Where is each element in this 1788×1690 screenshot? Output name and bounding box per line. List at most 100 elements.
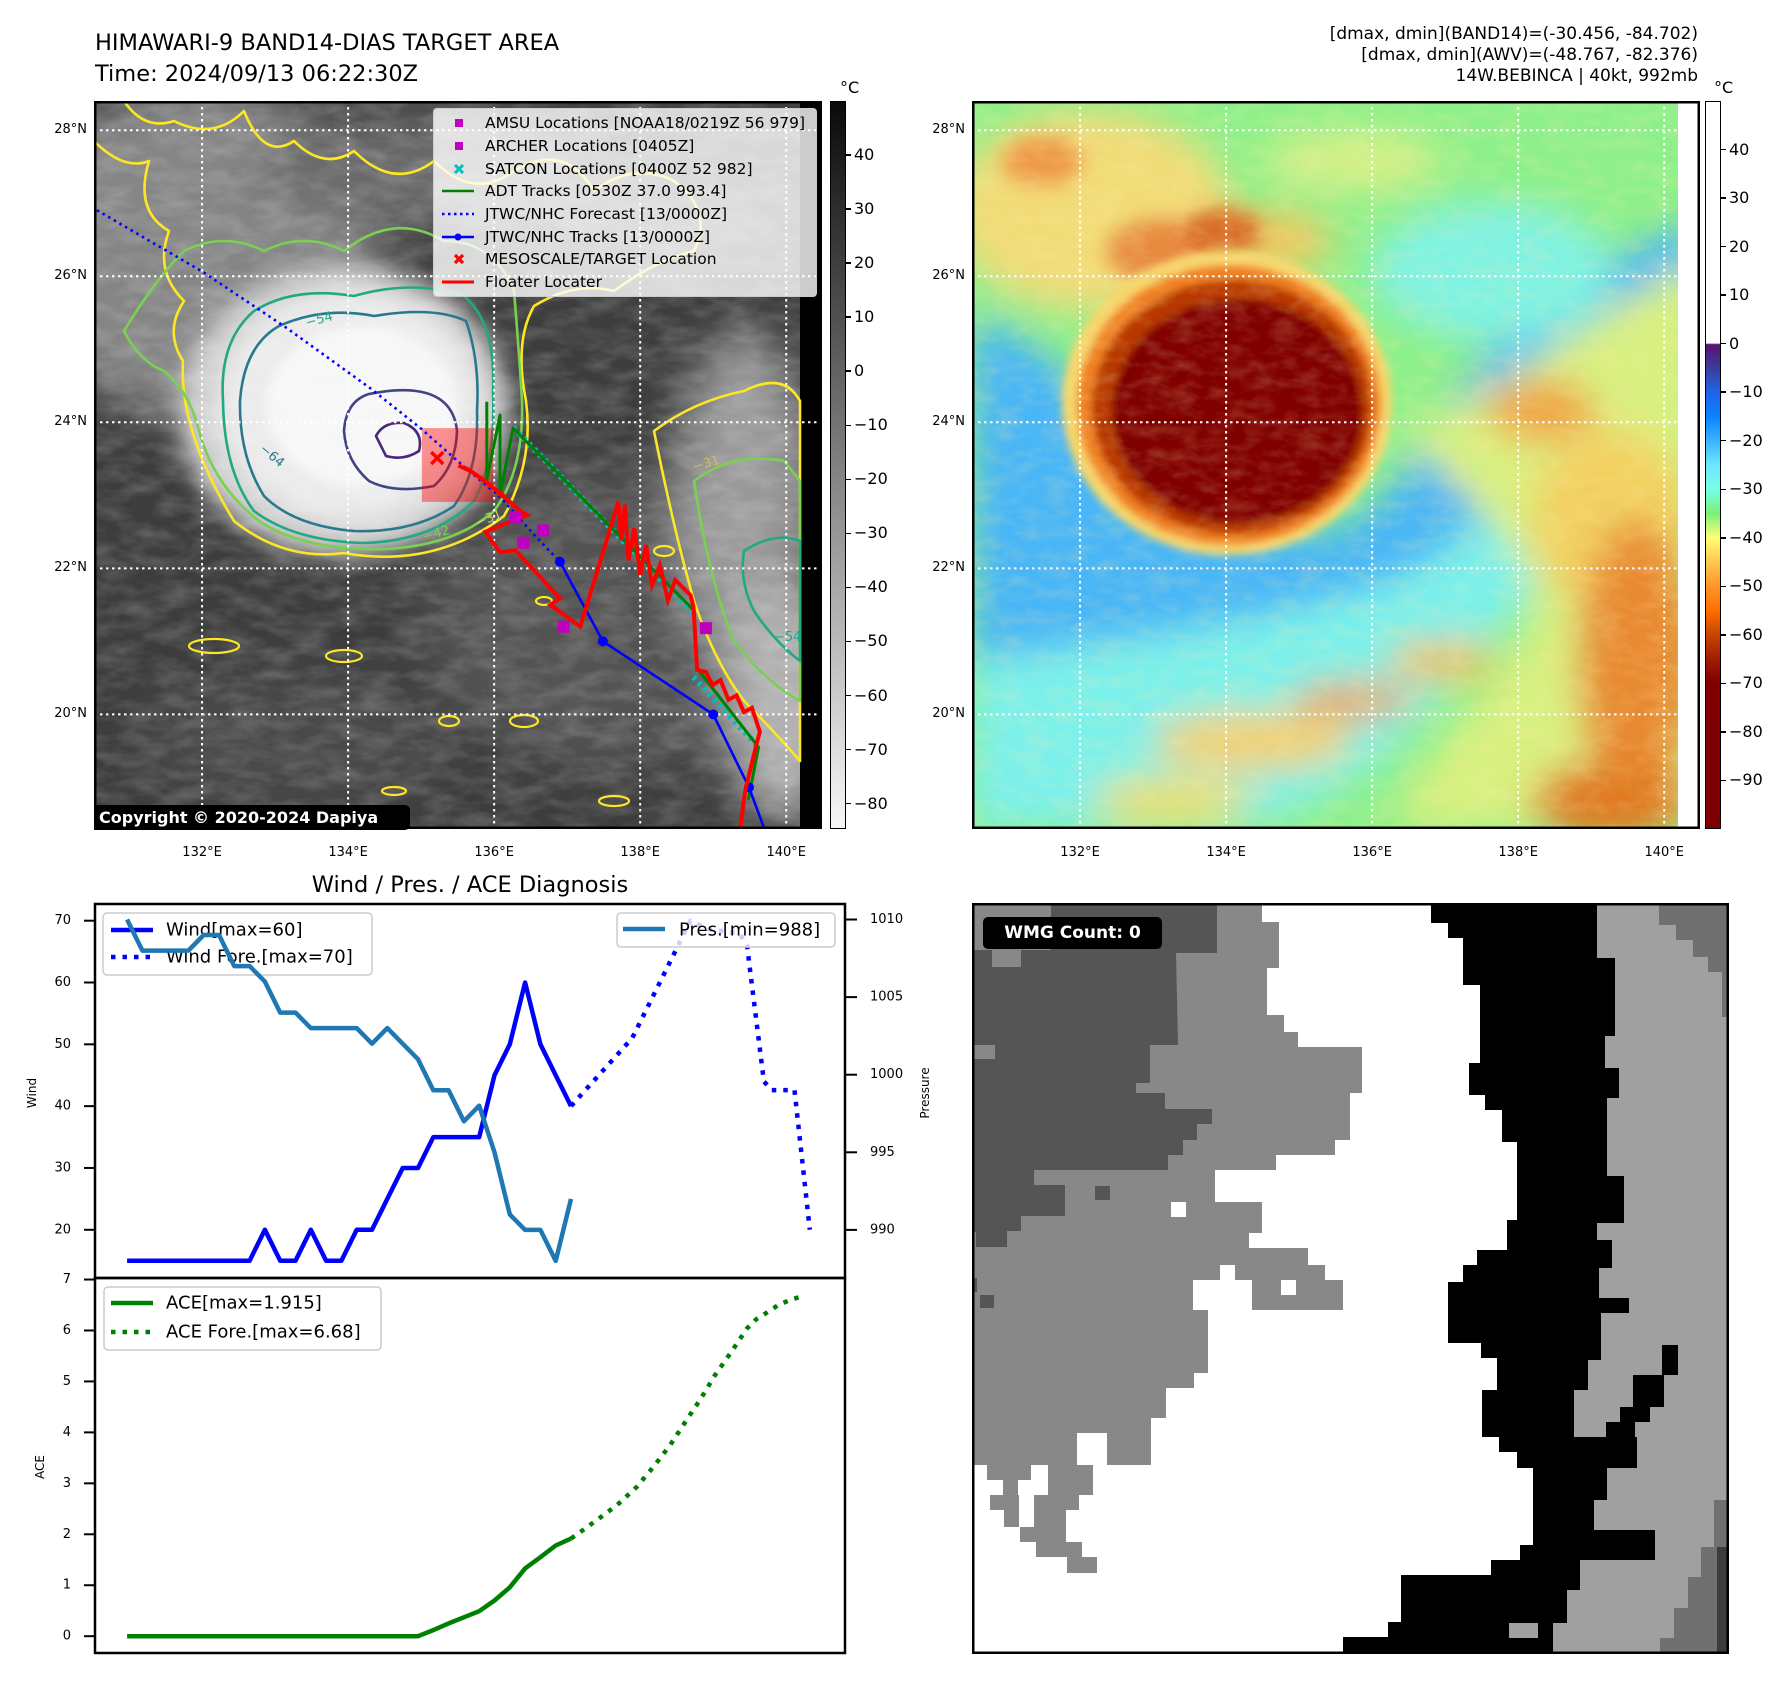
ir-colorbar-tick — [846, 694, 851, 697]
ace-series-layer — [127, 1293, 806, 1639]
blue-line-dot-icon — [442, 233, 474, 241]
pressure-legend: Pres.[min=988] — [616, 912, 836, 948]
longitude-tick-label: 136°E — [474, 845, 514, 860]
wind-legend: Wind[max=60] Wind Fore.[max=70] — [102, 912, 373, 976]
legend-label: JTWC/NHC Tracks [13/0000Z] — [485, 228, 711, 246]
contour-label: −54 — [304, 309, 334, 331]
ir-colorbar-tick-label: 20 — [854, 253, 875, 273]
ir-colorbar-tick-label: −80 — [854, 793, 888, 813]
pressure-tick-label: 1005 — [870, 990, 903, 1005]
pressure-tick-label: 1010 — [870, 912, 903, 927]
wmg-white-holes — [972, 1202, 1296, 1480]
pressure-line — [125, 918, 574, 1264]
awv-colorbar-tick — [1721, 294, 1726, 296]
pressure-tick-label: 995 — [870, 1145, 895, 1160]
cyan-x-icon — [453, 163, 465, 175]
contour-minus42-east — [692, 457, 802, 703]
ir-colorbar-tick — [846, 208, 851, 210]
pressure-tick-label: 990 — [870, 1222, 895, 1237]
wmg-count-badge: WMG Count: 0 — [983, 917, 1162, 949]
legend-entry-adt: ADT Tracks [0530Z 37.0 993.4] — [434, 180, 814, 202]
legend-label: ADT Tracks [0530Z 37.0 993.4] — [485, 182, 727, 200]
contour-minus64 — [238, 310, 479, 533]
green-line-icon — [442, 189, 474, 193]
wind-series-layer — [127, 918, 813, 1263]
awv-colorbar-tick-label: 40 — [1729, 139, 1750, 159]
ir-colorbar-tick — [846, 262, 851, 264]
magenta-square-icon — [455, 142, 463, 150]
awv-colorbar-tick — [1721, 682, 1726, 685]
contour-minus54-east — [741, 536, 802, 663]
amsu-archer-location — [699, 622, 712, 635]
awv-map-gridlines — [972, 101, 1700, 829]
ir-colorbar-tick-label: 10 — [854, 307, 875, 327]
latitude-tick-label: 28°N — [932, 122, 965, 138]
ir-colorbar-tick-label: 0 — [854, 361, 865, 381]
contour-inner — [342, 388, 459, 491]
awv-colorbar-tick — [1721, 439, 1726, 442]
awv-colorbar-tick-label: −60 — [1729, 624, 1763, 644]
red-x-icon — [453, 253, 465, 265]
legend-entry-target: MESOSCALE/TARGET Location — [434, 248, 814, 270]
ace-tick-label: 6 — [63, 1323, 71, 1338]
ir-colorbar-tick — [846, 424, 851, 427]
pressure-legend-box — [616, 912, 836, 948]
awv-satellite-map — [972, 101, 1700, 829]
floater-locater-track — [457, 463, 762, 829]
wind-tick-label: 70 — [54, 913, 71, 928]
magenta-square-icon — [455, 119, 463, 127]
ir-colorbar-tick — [846, 802, 851, 805]
storm-stats: [dmax, dmin](BAND14)=(-30.456, -84.702) … — [1330, 24, 1698, 87]
ir-colorbar-tick-label: −20 — [854, 469, 888, 489]
wmg-medium-fragments — [987, 1465, 1097, 1573]
chart-axes: 20 30 40 50 60 70 990 995 1000 1005 1010 0 1 2 3 4 5 6 7 — [54, 912, 903, 1644]
ir-colorbar-tick-label: −60 — [854, 685, 888, 705]
wmg-class-black — [1343, 903, 1655, 1654]
awv-colorbar-tick-label: −80 — [1729, 721, 1763, 741]
contour-minus42 — [122, 226, 524, 551]
wind-forecast-legend-label: Wind Fore.[max=70] — [166, 947, 353, 968]
contour-label: −42 — [421, 523, 451, 545]
contour-core — [374, 421, 422, 459]
legend-entry-jtwc-forecast: JTWC/NHC Forecast [13/0000Z] — [434, 203, 814, 225]
contour-minus31-cells — [187, 544, 676, 808]
awv-colorbar-tick-label: 10 — [1729, 285, 1750, 305]
latitude-tick-label: 22°N — [932, 560, 965, 576]
awv-imagery — [972, 101, 1700, 829]
legend-entry-jtwc-tracks: JTWC/NHC Tracks [13/0000Z] — [434, 226, 814, 248]
awv-colorbar-tick-label: −50 — [1729, 576, 1763, 596]
contour-labels: −54 −64 −31 −42 −31 −54 — [256, 309, 801, 645]
ace-tick-label: 2 — [63, 1527, 71, 1542]
ace-legend-label: ACE[max=1.915] — [166, 1293, 322, 1314]
wind-tick-label: 40 — [54, 1099, 71, 1114]
awv-colorbar-unit: °C — [1714, 78, 1734, 97]
latitude-tick-label: 22°N — [54, 560, 87, 576]
latitude-tick-label: 28°N — [54, 122, 87, 138]
band14-range: [dmax, dmin](BAND14)=(-30.456, -84.702) — [1329, 24, 1698, 44]
amsu-archer-location — [557, 620, 570, 633]
wmg-class-white — [972, 903, 1533, 1654]
ace-forecast-line — [569, 1293, 806, 1541]
ir-colorbar-tick — [846, 640, 851, 643]
longitude-tick-label: 136°E — [1352, 845, 1392, 860]
ir-colorbar-tick-label: 30 — [854, 199, 875, 219]
storm-track-overlays — [94, 207, 766, 829]
legend-label: SATCON Locations [0400Z 52 982] — [485, 160, 753, 178]
wind-axis-label: Wind — [25, 1078, 39, 1108]
ir-colorbar-tick — [846, 370, 851, 372]
wmg-panel-frame — [972, 903, 1729, 1654]
ace-forecast-legend-label: ACE Fore.[max=6.68] — [166, 1322, 361, 1343]
longitude-tick-label: 140°E — [766, 845, 806, 860]
awv-colorbar-tick-label: −90 — [1729, 770, 1763, 790]
observation-time: Time: 2024/09/13 06:22:30Z — [95, 61, 419, 87]
amsu-archer-location — [537, 524, 550, 537]
legend-entry-archer: ARCHER Locations [0405Z] — [434, 135, 814, 157]
pressure-axis-label: Pressure — [918, 1067, 932, 1118]
blue-dotted-line-icon — [442, 212, 474, 216]
target-location-marker — [429, 450, 445, 466]
awv-colorbar-tick-label: −40 — [1729, 527, 1763, 547]
wmg-light-fragment — [1509, 1623, 1538, 1638]
wind-tick-label: 30 — [54, 1160, 71, 1175]
contour-label: −54 — [774, 630, 801, 645]
wind-tick-label: 60 — [54, 975, 71, 990]
